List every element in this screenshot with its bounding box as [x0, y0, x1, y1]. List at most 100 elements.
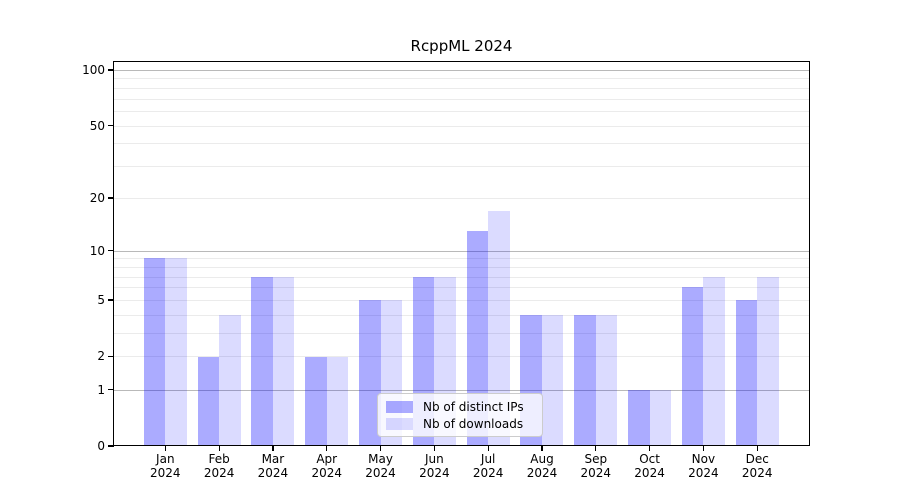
x-axis-tick-mar — [272, 446, 274, 451]
y-axis-tick-50 — [108, 125, 114, 127]
bar-distinct-ips-apr — [305, 356, 327, 445]
month-label: Mar — [261, 452, 285, 466]
y-axis-tick-0 — [108, 445, 114, 447]
month-label: Oct — [639, 452, 660, 466]
x-axis-tick-apr — [326, 446, 328, 451]
bar-distinct-ips-feb — [197, 356, 220, 445]
chart-title: RcppML 2024 — [410, 37, 513, 55]
bar-distinct-ips-jan — [143, 258, 166, 445]
y-axis-tick-10 — [108, 250, 114, 252]
bar-downloads-nov — [703, 276, 725, 445]
year-label: 2024 — [634, 466, 665, 480]
legend-swatch-distinct-ips — [386, 400, 413, 413]
x-axis-tick-label-apr: Apr 2024 — [287, 452, 367, 480]
month-label: Nov — [691, 452, 716, 466]
bar-distinct-ips-mar — [251, 276, 273, 445]
gridline-minor-5 — [114, 300, 809, 302]
year-label: 2024 — [311, 466, 342, 480]
y-axis-tick-label-100: 100 — [82, 63, 105, 77]
x-axis-tick-label-jul: Jul 2024 — [448, 452, 528, 480]
bar-distinct-ips-jul — [466, 231, 489, 445]
legend-label-downloads: Nb of downloads — [423, 416, 524, 431]
x-axis-tick-label-sep: Sep 2024 — [556, 452, 636, 480]
y-axis-tick-1 — [108, 388, 114, 391]
year-label: 2024 — [472, 466, 504, 480]
bar-distinct-ips-nov — [681, 287, 704, 445]
x-axis-tick-oct — [648, 446, 651, 451]
gridline-minor-40 — [114, 143, 809, 145]
x-axis-tick-nov — [702, 446, 704, 451]
month-label: Feb — [208, 452, 230, 466]
legend: Nb of distinct IPs Nb of downloads — [377, 393, 543, 437]
bar-downloads-oct — [649, 389, 672, 445]
gridline-minor-90 — [114, 78, 809, 80]
bar-downloads-jul — [488, 210, 510, 445]
bar-downloads-sep — [595, 314, 618, 445]
year-label: 2024 — [419, 466, 450, 480]
gridline-minor-8 — [114, 266, 809, 268]
month-label: Aug — [530, 452, 554, 466]
x-axis-tick-dec — [756, 446, 758, 451]
bar-distinct-ips-sep — [574, 314, 596, 445]
x-axis-tick-label-oct: Oct 2024 — [610, 452, 690, 480]
x-axis-tick-jul — [487, 446, 489, 451]
x-axis-tick-may — [379, 446, 382, 451]
x-axis-tick-label-mar: Mar 2024 — [233, 452, 313, 480]
gridline-minor-60 — [114, 111, 809, 113]
bar-downloads-dec — [757, 276, 779, 445]
year-label: 2024 — [365, 466, 396, 480]
y-axis-tick-label-2: 2 — [97, 349, 105, 364]
gridline-minor-6 — [114, 287, 809, 289]
x-axis-tick-label-nov: Nov 2024 — [663, 452, 743, 480]
gridline-minor-9 — [114, 258, 809, 260]
y-axis-tick-label-1: 1 — [97, 382, 105, 397]
month-label: Jun — [424, 452, 444, 466]
bar-distinct-ips-may — [359, 300, 381, 445]
x-axis-tick-label-may: May 2024 — [341, 452, 421, 480]
gridline-minor-4 — [114, 314, 809, 316]
y-axis-tick-label-50: 50 — [89, 118, 105, 133]
x-axis-tick-jun — [433, 446, 435, 451]
legend-item-downloads: Nb of downloads — [386, 415, 534, 432]
gridline-major-1 — [114, 389, 809, 391]
gridline-minor-3 — [114, 333, 809, 335]
bar-downloads-aug — [541, 314, 564, 445]
year-label: 2024 — [741, 466, 773, 480]
x-axis-tick-label-jun: Jun 2024 — [394, 452, 474, 480]
month-label: Jan — [156, 452, 175, 466]
x-axis-tick-label-dec: Dec 2024 — [717, 452, 797, 480]
year-label: 2024 — [526, 466, 558, 480]
bar-distinct-ips-dec — [735, 300, 758, 445]
x-axis-tick-jan — [164, 446, 166, 451]
month-label: Dec — [745, 452, 769, 466]
y-axis-tick-2 — [108, 355, 114, 358]
bar-downloads-jan — [165, 258, 187, 445]
year-label: 2024 — [203, 466, 235, 480]
legend-item-distinct-ips: Nb of distinct IPs — [386, 398, 534, 415]
y-axis-tick-100 — [108, 69, 114, 71]
y-axis-tick-label-5: 5 — [97, 293, 105, 308]
x-axis-tick-label-aug: Aug 2024 — [502, 452, 582, 480]
x-axis-tick-sep — [595, 446, 597, 451]
gridline-minor-20 — [114, 197, 809, 199]
x-axis-tick-aug — [541, 446, 543, 451]
gridline-minor-2 — [114, 356, 809, 358]
legend-label-distinct-ips: Nb of distinct IPs — [423, 399, 524, 414]
x-axis-tick-label-jan: Jan 2024 — [125, 452, 205, 480]
y-axis-tick-5 — [108, 299, 114, 301]
year-label: 2024 — [150, 466, 181, 480]
gridline-minor-80 — [114, 87, 809, 89]
x-axis-tick-label-feb: Feb 2024 — [179, 452, 259, 480]
month-label: Sep — [584, 452, 608, 466]
gridline-minor-50 — [114, 125, 809, 127]
gridline-minor-30 — [114, 166, 809, 168]
gridline-major-10 — [114, 250, 809, 252]
y-axis-tick-label-20: 20 — [89, 190, 105, 205]
month-label: Jul — [480, 452, 496, 466]
y-axis-tick-label-0: 0 — [97, 439, 105, 453]
year-label: 2024 — [580, 466, 612, 480]
year-label: 2024 — [257, 466, 289, 480]
bar-downloads-apr — [326, 356, 349, 445]
year-label: 2024 — [688, 466, 719, 480]
